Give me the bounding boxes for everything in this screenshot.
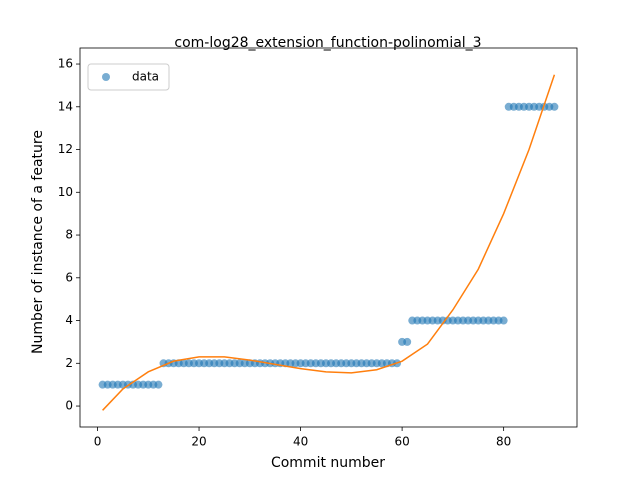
fit-line (102, 74, 556, 411)
data-point (499, 316, 508, 325)
x-tick-label: 60 (394, 435, 409, 449)
y-tick-label: 6 (65, 270, 73, 284)
y-tick-label: 8 (65, 228, 73, 242)
y-tick-label: 14 (58, 99, 73, 113)
y-tick-label: 4 (65, 313, 73, 327)
x-tick-label: 20 (191, 435, 206, 449)
legend-label: data (132, 70, 159, 84)
y-tick-label: 0 (65, 399, 73, 413)
x-axis-label: Commit number (271, 455, 385, 471)
data-point (550, 102, 559, 111)
plot-frame (79, 47, 578, 428)
x-tick-label: 40 (293, 435, 308, 449)
x-tick-label: 0 (94, 435, 102, 449)
chart-title: com-log28_extension_function-polinomial_… (174, 35, 481, 51)
y-tick-label: 12 (58, 142, 73, 156)
x-tick-label: 80 (496, 435, 511, 449)
y-tick-label: 2 (65, 356, 73, 370)
legend-box (87, 63, 170, 91)
y-tick-label: 10 (58, 185, 73, 199)
data-point (154, 380, 163, 389)
legend-marker (102, 73, 110, 81)
y-axis-label: Number of instance of a feature (30, 130, 46, 354)
data-point (403, 337, 412, 346)
y-tick-label: 16 (58, 57, 73, 71)
